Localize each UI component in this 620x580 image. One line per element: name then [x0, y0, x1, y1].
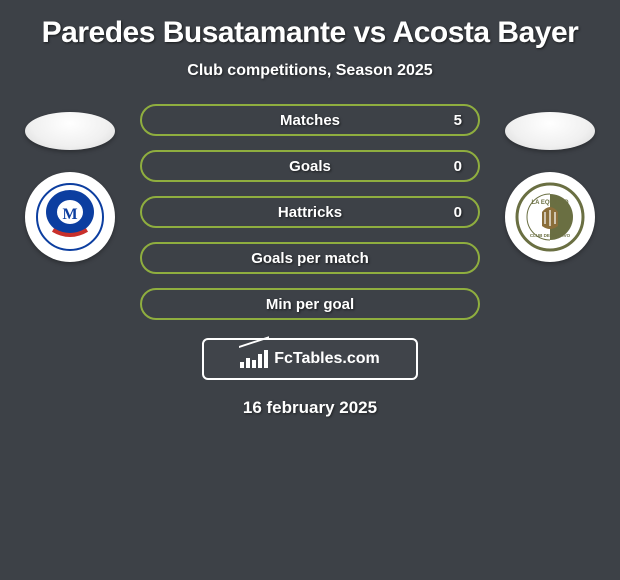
chart-icon	[240, 350, 268, 368]
millonarios-badge-icon: M	[35, 182, 105, 252]
right-player-face	[505, 112, 595, 150]
stats-column: Matches 5 Goals 0 Hattricks 0 Goals per …	[130, 104, 490, 320]
stat-bar-min-per-goal: Min per goal	[140, 288, 480, 320]
subtitle: Club competitions, Season 2025	[0, 62, 620, 104]
page-title: Paredes Busatamante vs Acosta Bayer	[0, 8, 620, 62]
watermark: FcTables.com	[202, 338, 418, 380]
left-club-badge: M	[25, 172, 115, 262]
right-player-column: LA EQUIDAD CLUB DEPORTIVO	[490, 104, 610, 262]
stat-value: 0	[454, 204, 462, 221]
stat-value: 5	[454, 112, 462, 129]
right-club-badge: LA EQUIDAD CLUB DEPORTIVO	[505, 172, 595, 262]
date-line: 16 february 2025	[0, 380, 620, 418]
svg-text:LA EQUIDAD: LA EQUIDAD	[531, 200, 569, 206]
stat-label: Hattricks	[278, 204, 342, 221]
left-player-face	[25, 112, 115, 150]
watermark-text: FcTables.com	[274, 350, 380, 368]
stat-label: Matches	[280, 112, 340, 129]
svg-text:M: M	[62, 206, 77, 223]
svg-text:CLUB DEPORTIVO: CLUB DEPORTIVO	[530, 233, 571, 238]
stat-label: Goals per match	[251, 250, 369, 267]
stat-bar-hattricks: Hattricks 0	[140, 196, 480, 228]
left-player-column: M	[10, 104, 130, 262]
stat-label: Min per goal	[266, 296, 354, 313]
stat-bar-goals-per-match: Goals per match	[140, 242, 480, 274]
main-row: M Matches 5 Goals 0 Hattricks 0 Goals pe…	[0, 104, 620, 320]
stat-bar-goals: Goals 0	[140, 150, 480, 182]
stat-bar-matches: Matches 5	[140, 104, 480, 136]
stat-value: 0	[454, 158, 462, 175]
stat-label: Goals	[289, 158, 331, 175]
infographic-container: Paredes Busatamante vs Acosta Bayer Club…	[0, 0, 620, 418]
la-equidad-badge-icon: LA EQUIDAD CLUB DEPORTIVO	[515, 182, 585, 252]
